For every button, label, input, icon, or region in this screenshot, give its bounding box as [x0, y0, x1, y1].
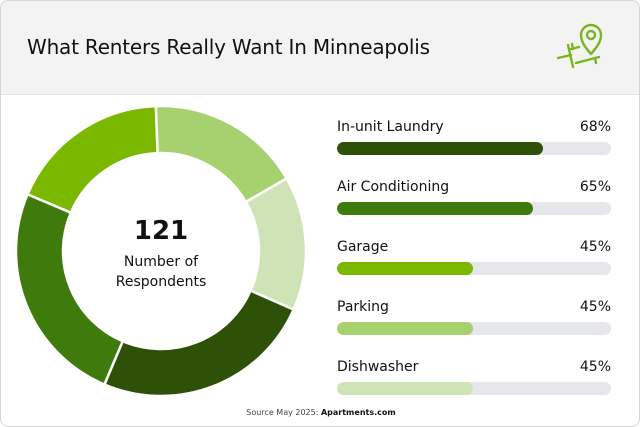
donut-segment-parking: [154, 104, 289, 204]
donut-segment-garage: [25, 104, 159, 215]
bar-item-parking: Parking 45%: [337, 299, 611, 359]
header: What Renters Really Want In Minneapolis: [1, 1, 639, 95]
bar-label: Air Conditioning: [337, 179, 450, 195]
bar-value: 45%: [579, 299, 611, 315]
respondent-label: Number of Respondents: [61, 252, 261, 292]
bar-label: Garage: [337, 239, 389, 255]
bar-item-dishwasher: Dishwasher 45%: [337, 359, 611, 419]
bar-label: In-unit Laundry: [337, 119, 444, 135]
donut-chart: [14, 104, 308, 398]
bar-fill: [337, 142, 543, 155]
source-footer: Source May 2025: Apartments.com: [1, 408, 639, 417]
donut-segment-air-conditioning: [14, 192, 125, 387]
bar-fill: [337, 262, 473, 275]
bar-track: [337, 262, 611, 275]
bar-label: Parking: [337, 299, 389, 315]
bar-value: 45%: [579, 359, 611, 375]
bar-item-in-unit-laundry: In-unit Laundry 68%: [337, 119, 611, 179]
source-prefix: Source May 2025:: [246, 408, 321, 417]
respondent-label-line1: Number of: [123, 254, 199, 270]
bar-item-air-conditioning: Air Conditioning 65%: [337, 179, 611, 239]
respondent-count: 121: [133, 216, 189, 246]
bar-list: In-unit Laundry 68% Air Conditioning 65%…: [337, 119, 611, 419]
bar-track: [337, 202, 611, 215]
donut-center-label: 121 Number of Respondents: [61, 216, 261, 292]
donut-segment-in-unit-laundry: [102, 288, 296, 398]
map-pin-streets-icon: [556, 23, 603, 69]
bar-value: 45%: [579, 239, 611, 255]
bar-fill: [337, 382, 473, 395]
bar-fill: [337, 202, 533, 215]
respondent-label-line2: Respondents: [115, 274, 207, 290]
bar-track: [337, 322, 611, 335]
bar-fill: [337, 322, 473, 335]
bar-value: 68%: [579, 119, 611, 135]
bar-item-garage: Garage 45%: [337, 239, 611, 299]
source-name: Apartments.com: [320, 408, 396, 417]
bar-value: 65%: [579, 179, 611, 195]
page-title: What Renters Really Want In Minneapolis: [27, 35, 430, 59]
bar-track: [337, 382, 611, 395]
bar-label: Dishwasher: [337, 359, 419, 375]
bar-track: [337, 142, 611, 155]
